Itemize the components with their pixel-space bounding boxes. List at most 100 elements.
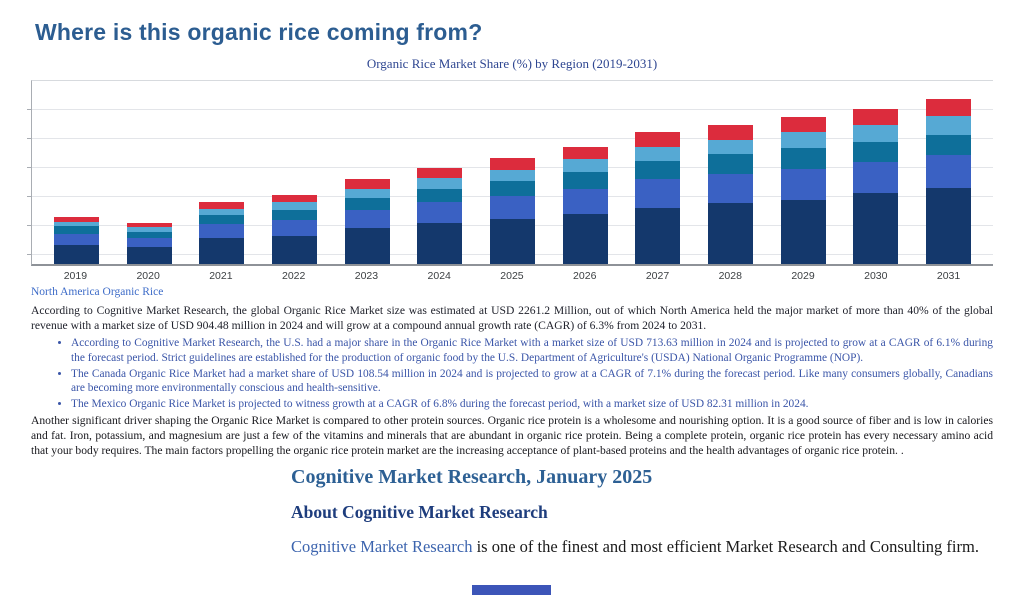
- bar-2021: [199, 202, 245, 264]
- paragraph-protein-driver: Another significant driver shaping the O…: [31, 414, 993, 457]
- bar-2023: [344, 179, 390, 264]
- bars-container: [32, 81, 993, 264]
- bar-segment-stack-2-royal-blue: [53, 233, 99, 246]
- bar-segment-stack-2-royal-blue: [635, 179, 681, 208]
- bar-2028: [708, 124, 754, 264]
- bar-segment-stack-5-red: [53, 216, 99, 223]
- x-axis-label-2026: 2026: [573, 270, 597, 282]
- bar-2029: [780, 116, 826, 264]
- bar-segment-stack-5-red: [489, 158, 535, 170]
- bar-2025: [489, 158, 535, 264]
- x-axis-label-2021: 2021: [209, 270, 233, 282]
- closing-sentence: Cognitive Market Research is one of the …: [291, 537, 993, 557]
- bar-segment-stack-4-sky-blue: [562, 159, 608, 172]
- bar-segment-stack-3-teal-blue: [199, 214, 245, 225]
- bar-segment-stack-4-sky-blue: [199, 208, 245, 215]
- bar-segment-stack-3-teal-blue: [780, 147, 826, 169]
- x-axis-label-2019: 2019: [63, 270, 88, 282]
- bar-segment-stack-2-royal-blue: [126, 237, 172, 248]
- bar-segment-stack-4-sky-blue: [344, 188, 390, 199]
- bar-segment-stack-5-red: [562, 146, 608, 160]
- y-axis-tick: [26, 224, 31, 226]
- chart-title: Organic Rice Market Share (%) by Region …: [366, 56, 658, 71]
- y-axis-tick: [26, 253, 31, 255]
- bar-2020: [126, 223, 172, 264]
- bar-segment-stack-2-royal-blue: [926, 155, 972, 188]
- bar-segment-stack-2-royal-blue: [489, 196, 535, 220]
- bar-segment-stack-4-sky-blue: [926, 115, 972, 136]
- bar-segment-stack-3-teal-blue: [53, 226, 99, 234]
- bar-segment-stack-4-sky-blue: [126, 227, 172, 232]
- bar-segment-stack-2-royal-blue: [780, 168, 826, 201]
- bar-segment-stack-1-dark-navy: [635, 207, 681, 264]
- chart-organic-rice-market-share: Organic Rice Market Share (%) by Region …: [26, 56, 993, 300]
- y-axis-tick: [26, 166, 31, 168]
- bar-segment-stack-5-red: [926, 98, 972, 116]
- bullet-mexico-market: The Mexico Organic Rice Market is projec…: [71, 397, 993, 412]
- bar-segment-stack-3-teal-blue: [926, 135, 972, 156]
- bar-segment-stack-2-royal-blue: [271, 220, 317, 236]
- bottom-accent-bar: [472, 585, 551, 595]
- bar-segment-stack-4-sky-blue: [708, 139, 754, 155]
- bar-segment-stack-1-dark-navy: [417, 223, 463, 264]
- x-axis-label-2025: 2025: [500, 270, 524, 282]
- bar-segment-stack-4-sky-blue: [780, 132, 826, 148]
- chart-x-axis-labels: 2019 2020 2021 2022 2023 2024 2025 2026 2027 2028…: [31, 270, 993, 282]
- footer-heading: Cognitive Market Research, January 2025: [291, 465, 653, 488]
- chart-source-link[interactable]: North America Organic Rice: [31, 286, 164, 298]
- bar-segment-stack-1-dark-navy: [344, 228, 390, 264]
- bar-segment-stack-5-red: [417, 167, 463, 179]
- bar-segment-stack-1-dark-navy: [53, 245, 99, 264]
- bar-segment-stack-5-red: [199, 202, 245, 209]
- bar-segment-stack-5-red: [635, 132, 681, 147]
- bar-segment-stack-1-dark-navy: [562, 213, 608, 264]
- page-title: Where is this organic rice coming from?: [35, 19, 483, 45]
- gridline: [32, 109, 993, 110]
- bar-2024: [417, 167, 463, 264]
- x-axis-label-2027: 2027: [645, 270, 670, 282]
- x-axis-label-2031: 2031: [936, 270, 961, 282]
- x-axis-label-2030: 2030: [864, 270, 888, 282]
- bar-segment-stack-1-dark-navy: [126, 247, 172, 264]
- bar-segment-stack-1-dark-navy: [853, 192, 899, 264]
- bar-segment-stack-4-sky-blue: [417, 178, 463, 189]
- bar-segment-stack-5-red: [853, 109, 899, 125]
- bar-segment-stack-4-sky-blue: [53, 222, 99, 227]
- bar-2019: [53, 216, 99, 264]
- bar-segment-stack-5-red: [271, 195, 317, 203]
- x-axis-label-2029: 2029: [791, 270, 815, 282]
- bullet-canada-market: The Canada Organic Rice Market had a mar…: [71, 367, 993, 396]
- bar-segment-stack-5-red: [780, 116, 826, 133]
- bar-segment-stack-2-royal-blue: [853, 161, 899, 193]
- x-axis-label-2023: 2023: [354, 270, 379, 282]
- bar-segment-stack-5-red: [344, 179, 390, 189]
- bar-segment-stack-1-dark-navy: [489, 219, 535, 264]
- slide: Where is this organic rice coming from? …: [0, 19, 1024, 557]
- y-axis-tick: [26, 137, 31, 139]
- bar-segment-stack-2-royal-blue: [417, 202, 463, 224]
- bar-segment-stack-1-dark-navy: [926, 187, 972, 264]
- bar-segment-stack-3-teal-blue: [635, 160, 681, 180]
- company-link[interactable]: Cognitive Market Research: [291, 536, 473, 556]
- closing-sentence-rest: is one of the finest and most efficient …: [472, 536, 979, 556]
- bar-2031: [926, 98, 972, 264]
- bar-segment-stack-3-teal-blue: [853, 141, 899, 162]
- bar-segment-stack-2-royal-blue: [199, 224, 245, 238]
- bar-segment-stack-4-sky-blue: [489, 169, 535, 182]
- footer-block: Cognitive Market Research, January 2025 …: [291, 466, 993, 557]
- bar-segment-stack-4-sky-blue: [271, 202, 317, 210]
- bar-segment-stack-3-teal-blue: [489, 181, 535, 197]
- x-axis-label-2020: 2020: [136, 270, 160, 282]
- bar-segment-stack-4-sky-blue: [853, 124, 899, 142]
- bar-segment-stack-4-sky-blue: [635, 146, 681, 161]
- bar-segment-stack-5-red: [708, 124, 754, 140]
- bar-2022: [271, 195, 317, 264]
- footer-subheading: About Cognitive Market Research: [291, 501, 548, 522]
- bullet-us-market: According to Cognitive Market Research, …: [71, 336, 993, 365]
- bullet-list: According to Cognitive Market Research, …: [31, 336, 993, 411]
- bar-segment-stack-2-royal-blue: [708, 174, 754, 204]
- bar-segment-stack-3-teal-blue: [562, 172, 608, 189]
- paragraph-market-size: According to Cognitive Market Research, …: [31, 304, 993, 332]
- x-axis-label-2024: 2024: [427, 270, 451, 282]
- bar-segment-stack-2-royal-blue: [344, 209, 390, 229]
